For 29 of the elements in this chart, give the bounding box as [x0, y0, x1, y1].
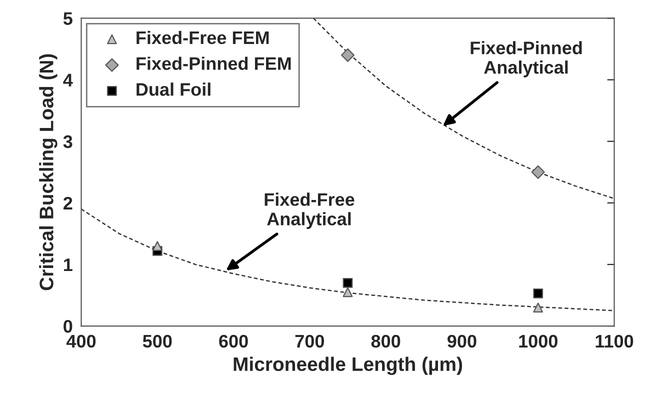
point	[342, 278, 353, 288]
x-tick-label: 1100	[596, 334, 634, 348]
y-tick-label: 3	[63, 135, 72, 148]
x-tick-label: 900	[448, 334, 476, 348]
point	[342, 287, 353, 298]
annotation: Fixed-Pinned Analytical	[470, 41, 582, 78]
x-tick-label: 600	[219, 334, 248, 348]
line-series	[81, 208, 614, 312]
annotation: Fixed-Free Analytical	[264, 192, 354, 229]
x-tick-label: 800	[371, 334, 400, 348]
x-tick-label: 500	[142, 334, 172, 348]
y-tick-label: 0	[64, 320, 72, 333]
y-tick-label: 5	[63, 12, 72, 25]
y-axis-title: Critical Buckling Load (N)	[39, 54, 58, 290]
point	[340, 48, 355, 62]
y-tick-label: 2	[64, 196, 72, 210]
x-tick-label: 1000	[519, 334, 558, 348]
x-tick-label: 700	[295, 334, 324, 348]
y-tick-label: 1	[64, 258, 72, 272]
legend-label: Dual Foil	[136, 82, 210, 96]
legend-label: Fixed-Free FEM	[136, 30, 269, 44]
y-tick-label: 4	[63, 74, 73, 86]
point	[533, 288, 544, 298]
x-tick-label: 400	[66, 334, 96, 348]
point	[533, 302, 544, 313]
point	[531, 165, 545, 179]
legend-label: Fixed-Pinned FEM	[136, 56, 291, 70]
point	[152, 241, 162, 251]
x-axis-title: Microneedle Length (µm)	[234, 356, 462, 375]
